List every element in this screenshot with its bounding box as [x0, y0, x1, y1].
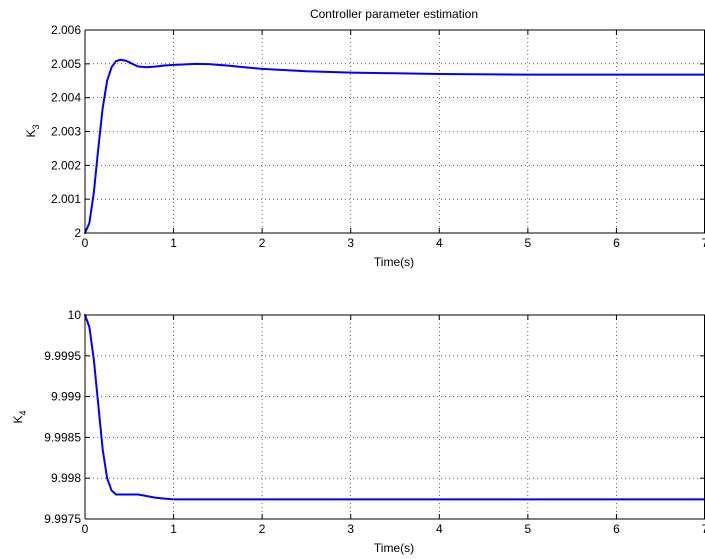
- y-axis-label-sub-k4: 4: [18, 410, 28, 415]
- y-tick-label: 9.9995: [44, 349, 81, 363]
- x-tick-label: 7: [702, 522, 705, 536]
- y-tick-label: 2.005: [51, 57, 81, 71]
- axes-frame-k4: [85, 315, 705, 519]
- y-tick-label: 2.004: [51, 91, 81, 105]
- subplot-k4: 0 1 2 3 4 5 6 7 9.9975 9.998 9.9985 9.999 9.9995 10 T…: [11, 308, 705, 555]
- x-tick-label: 3: [347, 236, 354, 250]
- chart-title: Controller parameter estimation: [310, 7, 478, 21]
- y-axis-label-main-k4: K: [11, 416, 25, 424]
- y-tick-label: 9.9985: [44, 430, 81, 444]
- x-tick-label: 6: [613, 522, 620, 536]
- ticks-k4: 0 1 2 3 4 5 6 7 9.9975 9.998 9.9985 9.999 9.9995 10: [44, 308, 705, 536]
- y-tick-label: 9.998: [51, 471, 81, 485]
- x-tick-label: 2: [259, 236, 266, 250]
- series-line-k4: [84, 314, 705, 501]
- y-axis-label-sub-k3: 3: [31, 124, 41, 129]
- x-tick-label: 1: [170, 522, 177, 536]
- y-tick-label: 2.006: [51, 23, 81, 37]
- y-axis-label-k4: K4: [11, 410, 28, 423]
- x-axis-label-k3: Time(s): [374, 255, 414, 269]
- y-tick-label: 2.003: [51, 125, 81, 139]
- y-tick-label: 10: [68, 308, 82, 322]
- x-axis-label-k4: Time(s): [374, 541, 414, 555]
- y-axis-label-main-k3: K: [24, 130, 38, 138]
- y-axis-label-k3: K3: [24, 124, 41, 137]
- series-line-k3: [84, 58, 705, 234]
- x-tick-label: 5: [525, 236, 532, 250]
- x-tick-label: 5: [525, 522, 532, 536]
- x-tick-label: 0: [82, 236, 89, 250]
- grid-k4: [85, 315, 705, 519]
- y-tick-label: 2: [74, 226, 81, 240]
- x-tick-label: 3: [347, 522, 354, 536]
- y-tick-label: 2.001: [51, 192, 81, 206]
- y-tick-label: 9.999: [51, 390, 81, 404]
- x-tick-label: 4: [436, 236, 443, 250]
- x-tick-label: 0: [82, 522, 89, 536]
- subplot-k3: Controller parameter estimation 0 1 2 3 4 5 6 7…: [24, 7, 705, 269]
- x-tick-label: 1: [170, 236, 177, 250]
- y-tick-label: 2.002: [51, 158, 81, 172]
- grid-k3: [85, 30, 705, 233]
- x-tick-label: 4: [436, 522, 443, 536]
- y-tick-label: 9.9975: [44, 512, 81, 526]
- x-tick-label: 6: [613, 236, 620, 250]
- x-tick-label: 2: [259, 522, 266, 536]
- ticks-k3: 0 1 2 3 4 5 6 7 2 2.001 2.002 2.003 2.004 2.005 2.006: [51, 23, 705, 250]
- x-tick-label: 7: [702, 236, 705, 250]
